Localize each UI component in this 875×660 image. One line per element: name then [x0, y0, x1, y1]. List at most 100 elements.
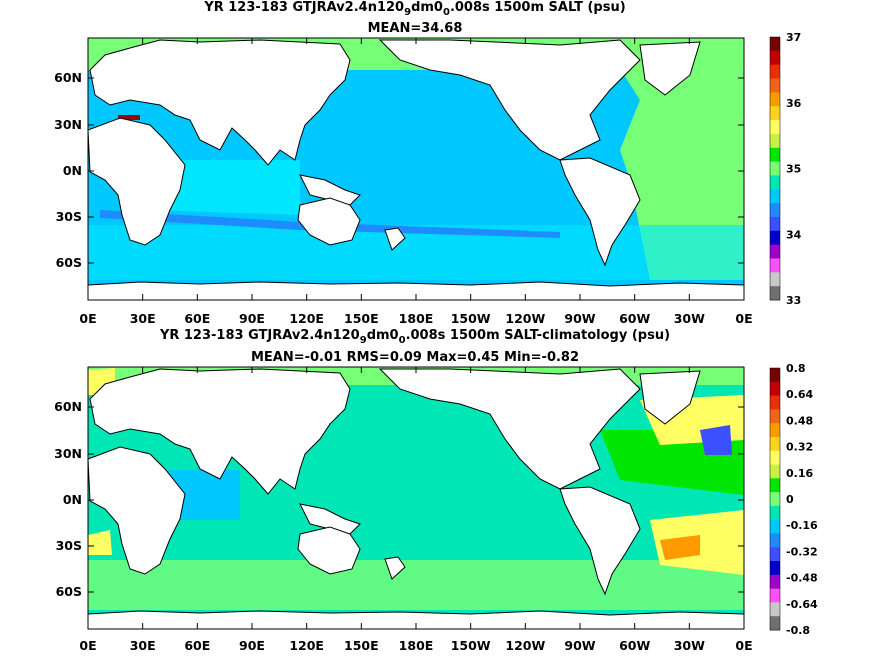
- colorbar-swatch: [770, 561, 780, 576]
- med-outflow: [118, 115, 140, 120]
- panel-2-stats: MEAN=-0.01 RMS=0.09 Max=0.45 Min=-0.82: [251, 350, 579, 365]
- lon-tick-label: 30E: [130, 638, 156, 653]
- colorbar-swatch: [770, 244, 780, 259]
- colorbar-label: 37: [786, 31, 801, 44]
- colorbar-swatch: [770, 161, 780, 176]
- colorbar-swatch: [770, 409, 780, 424]
- panel-1-title: YR 123-183 GTJRAv2.4n1209dm00.008s 1500m…: [203, 0, 625, 18]
- colorbar-label: 35: [786, 163, 801, 176]
- sw-yellow: [88, 530, 112, 555]
- colorbar-label: 0.8: [786, 362, 806, 375]
- colorbar-swatch: [770, 216, 780, 232]
- colorbar-label: 0.16: [786, 467, 813, 480]
- colorbar-frame: [769, 36, 781, 301]
- panel-1-stats: MEAN=34.68: [368, 21, 463, 36]
- lon-tick-label: 30W: [674, 311, 705, 326]
- colorbar-swatch: [770, 381, 780, 397]
- colorbar-swatch: [770, 120, 780, 135]
- lon-tick-label: 150E: [344, 311, 379, 326]
- atlantic-high-salinity: [600, 38, 744, 280]
- lon-tick-label: 150W: [451, 311, 491, 326]
- colorbar-swatch: [770, 436, 780, 452]
- colorbar-label: 0.32: [786, 441, 813, 454]
- colorbar-swatch: [770, 395, 780, 410]
- colorbar-swatch: [770, 272, 780, 287]
- lon-tick-label: 30E: [130, 311, 156, 326]
- colorbar-swatch: [770, 492, 780, 507]
- lat-tick-label: 30S: [56, 538, 82, 553]
- colorbar-label: 0: [786, 493, 794, 506]
- colorbar-label: 0.48: [786, 414, 813, 427]
- lon-tick-label: 120E: [289, 311, 324, 326]
- lat-tick-label: 30N: [54, 446, 82, 461]
- lat-tick-label: 60S: [56, 584, 82, 599]
- lon-tick-label: 150W: [451, 638, 491, 653]
- colorbar-swatch: [770, 519, 780, 534]
- panel-1-colorbar: 37 36 35 34 33: [769, 31, 802, 307]
- panel-2-lat-ticks: 60N 30N 0N 30S 60S: [54, 399, 744, 599]
- colorbar-swatch: [770, 133, 780, 149]
- panel-2-title: YR 123-183 GTJRAv2.4n1209dm00.008s 1500m…: [159, 328, 670, 346]
- lon-tick-label: 120E: [289, 638, 324, 653]
- southern-band: [88, 225, 744, 280]
- colorbar-swatch: [770, 478, 780, 493]
- lat-tick-label: 60N: [54, 399, 82, 414]
- panel-2-colorbar: 0.8 0.64 0.48 0.32 0.16 0 -0.16 -0.32 -0.48 -0.64…: [769, 362, 818, 637]
- lon-tick-label: 120W: [505, 311, 545, 326]
- colorbar-label: 34: [786, 228, 802, 241]
- lat-tick-label: 60S: [56, 255, 82, 270]
- colorbar-swatch: [770, 189, 780, 204]
- colorbar-swatch: [770, 533, 780, 548]
- colorbar-swatch: [770, 106, 780, 121]
- colorbar-label: 0.64: [786, 388, 813, 401]
- lon-tick-label: 120W: [505, 638, 545, 653]
- lat-tick-label: 0N: [63, 163, 82, 178]
- panel-1: YR 123-183 GTJRAv2.4n1209dm00.008s 1500m…: [54, 0, 802, 326]
- colorbar-swatch: [770, 286, 780, 301]
- colorbar-swatch: [770, 423, 780, 438]
- lat-tick-label: 60N: [54, 70, 82, 85]
- lon-tick-label: 90E: [239, 638, 265, 653]
- lon-tick-label: 150E: [344, 638, 379, 653]
- colorbar-label: 36: [786, 97, 802, 110]
- colorbar-swatch: [770, 616, 780, 631]
- lon-tick-label: 180E: [399, 638, 434, 653]
- colorbar-swatch: [770, 258, 780, 273]
- colorbar-label: -0.32: [786, 545, 818, 558]
- panel-1-map: [87, 38, 745, 301]
- panel-1-lon-ticks: 0E 30E 60E 90E 120E 150E 180E 150W 120W 90W 60W 30W…: [79, 38, 753, 326]
- colorbar-swatch: [770, 450, 780, 466]
- colorbar-swatch: [770, 505, 780, 521]
- lon-tick-label: 0E: [735, 638, 752, 653]
- panel-2-lon-ticks: 0E 30E 60E 90E 120E 150E 180E 150W 120W 90W 60W 30W…: [79, 367, 753, 653]
- lon-tick-label: 90W: [564, 311, 595, 326]
- lat-tick-label: 30N: [54, 117, 82, 132]
- colorbar-swatch: [770, 464, 780, 479]
- colorbar-label: -0.8: [786, 624, 810, 637]
- colorbar-swatch: [770, 547, 780, 562]
- lon-tick-label: 60E: [184, 638, 210, 653]
- lon-tick-label: 60E: [184, 311, 210, 326]
- colorbar-label: 33: [786, 294, 801, 307]
- colorbar-swatch: [770, 78, 780, 93]
- panel-2-map: [87, 367, 745, 630]
- lon-tick-label: 0E: [735, 311, 752, 326]
- colorbar-swatch: [770, 64, 780, 80]
- lon-tick-label: 0E: [79, 311, 96, 326]
- lon-tick-label: 60W: [619, 311, 650, 326]
- lon-tick-label: 90E: [239, 311, 265, 326]
- panel-2: YR 123-183 GTJRAv2.4n1209dm00.008s 1500m…: [54, 328, 818, 653]
- colorbar-swatch: [770, 368, 780, 383]
- colorbar-swatch: [770, 37, 780, 52]
- colorbar-swatch: [770, 574, 780, 590]
- southern-anomaly: [88, 560, 744, 610]
- lat-tick-label: 0N: [63, 492, 82, 507]
- colorbar-label: -0.64: [786, 598, 818, 611]
- colorbar-swatch: [770, 175, 780, 190]
- colorbar-swatch: [770, 230, 780, 246]
- north-atlantic-negative: [700, 425, 732, 455]
- colorbar-label: -0.16: [786, 519, 818, 532]
- colorbar-frame: [769, 367, 781, 631]
- lon-tick-label: 30W: [674, 638, 705, 653]
- lat-tick-label: 30S: [56, 209, 82, 224]
